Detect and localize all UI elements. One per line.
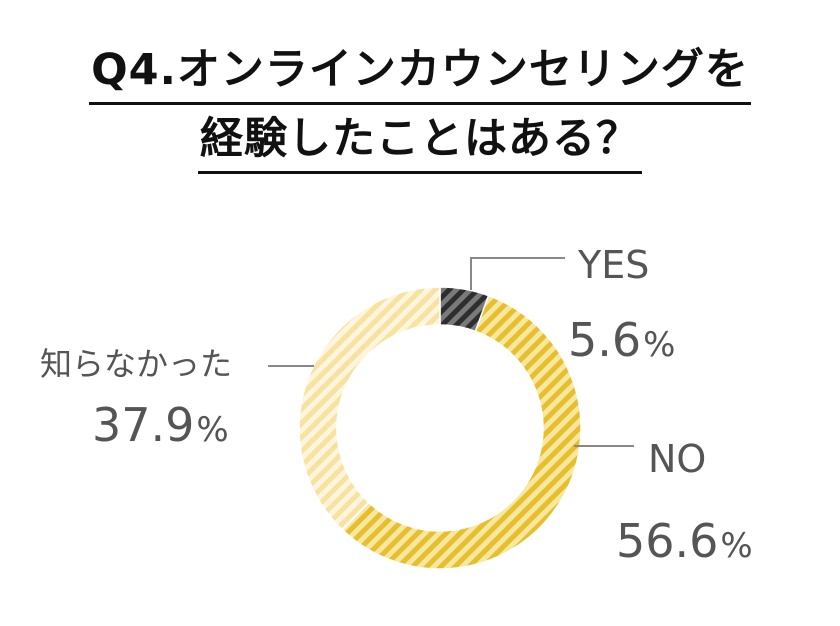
- slice-value-yes: 5.6%: [568, 313, 675, 367]
- slice-labels: YES 5.6% NO 56.6% 知らなかった 37.9%: [40, 243, 753, 568]
- donut-slices: [298, 286, 582, 570]
- donut-slice-no: [341, 294, 582, 570]
- slice-label-unknown: 知らなかった: [40, 345, 232, 383]
- slice-value-unknown: 37.9%: [92, 398, 229, 452]
- chart-title-line-2: 経験したことはある？: [198, 109, 642, 174]
- chart-title-line-1: Q4.オンラインカウンセリングを: [89, 40, 751, 105]
- slice-value-no: 56.6%: [616, 514, 753, 568]
- leader-lines: [268, 257, 634, 447]
- donut-slice-unknown: [298, 286, 441, 532]
- slice-label-no: NO: [648, 437, 706, 481]
- slice-label-yes: YES: [577, 243, 649, 287]
- chart-title: Q4.オンラインカウンセリングを 経験したことはある？: [0, 40, 840, 178]
- leader-line-yes: [470, 257, 565, 290]
